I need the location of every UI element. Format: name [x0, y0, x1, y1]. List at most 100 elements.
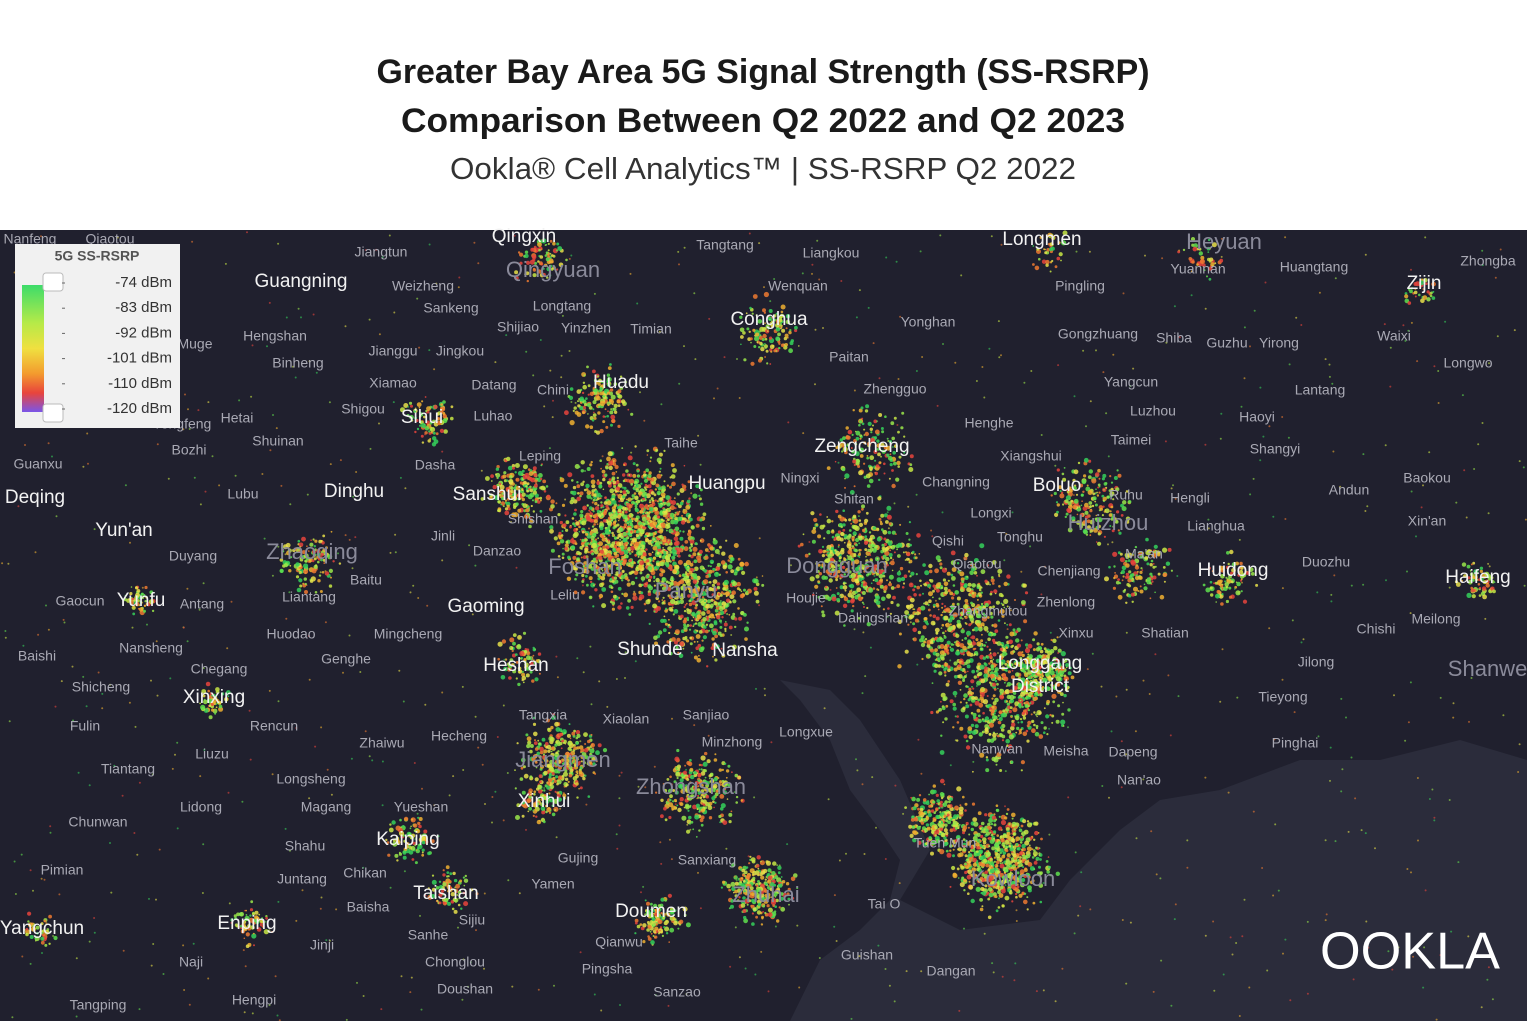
signal-dot [557, 513, 561, 517]
signal-dot [573, 566, 578, 571]
signal-dot [651, 540, 654, 544]
signal-dot [589, 518, 594, 523]
signal-dot [590, 535, 595, 540]
signal-dot [643, 602, 647, 606]
signal-dot [940, 700, 942, 703]
signal-dot [964, 615, 966, 618]
signal-dot [1027, 720, 1032, 725]
signal-dot [716, 586, 721, 590]
signal-dot [1002, 842, 1005, 845]
signal-dot [678, 574, 682, 578]
signal-dot [682, 530, 685, 533]
signal-dot [1061, 712, 1065, 716]
signal-dot [972, 640, 975, 642]
signal-dot [987, 637, 991, 642]
signal-dot [972, 687, 975, 690]
signal-dot [972, 817, 978, 822]
signal-dot [967, 726, 973, 731]
signal-dot [636, 469, 640, 473]
signal-dot [619, 538, 622, 541]
signal-dot [620, 535, 624, 539]
signal-dot [869, 547, 874, 552]
signal-dot [865, 555, 867, 558]
signal-dot [934, 663, 939, 668]
signal-dot [756, 855, 761, 860]
signal-dot [963, 889, 966, 892]
signal-dot [876, 588, 879, 591]
signal-dot [703, 625, 707, 629]
signal-dot [654, 527, 657, 530]
signal-dot [573, 512, 577, 516]
signal-dot [890, 560, 895, 566]
signal-dot [672, 581, 678, 586]
signal-dot [970, 723, 975, 728]
signal-dot [596, 509, 601, 514]
signal-dot [571, 731, 576, 736]
signal-dot [981, 905, 984, 908]
signal-dot [648, 520, 651, 523]
signal-dot [582, 776, 586, 781]
signal-dot [992, 638, 996, 643]
signal-dot [928, 563, 933, 569]
signal-dot [1021, 843, 1026, 849]
signal-dot [974, 606, 979, 611]
signal-dot [997, 652, 999, 654]
signal-dot [599, 484, 602, 488]
signal-dot [575, 741, 579, 745]
signal-dot [650, 544, 654, 547]
signal-dot [655, 568, 658, 571]
signal-dot [565, 520, 570, 525]
signal-dot [701, 591, 707, 596]
signal-dot [621, 592, 624, 596]
signal-dot [1032, 851, 1038, 857]
signal-dot [1030, 713, 1033, 716]
signal-dot [998, 717, 1003, 722]
signal-dot [967, 582, 972, 587]
signal-dot [593, 493, 597, 497]
signal-dot [666, 502, 671, 507]
signal-dot [627, 527, 631, 531]
signal-dot [592, 498, 596, 502]
signal-dot [582, 555, 587, 559]
signal-dot [1046, 733, 1049, 736]
signal-dot [619, 527, 624, 532]
signal-dot [572, 522, 576, 526]
signal-dot [947, 820, 951, 825]
signal-dot [722, 565, 727, 570]
signal-dot [963, 670, 967, 674]
signal-dot [957, 822, 959, 825]
signal-dot [961, 627, 964, 630]
signal-dot [993, 632, 997, 636]
signal-dot [687, 576, 690, 578]
signal-dot [663, 583, 668, 588]
signal-dot [909, 575, 912, 578]
signal-dot [926, 656, 929, 659]
signal-dot [1006, 605, 1009, 608]
signal-dot [863, 606, 865, 608]
signal-dot [613, 552, 617, 555]
signal-dot [964, 599, 969, 603]
signal-dot [843, 596, 849, 602]
signal-dot [966, 651, 972, 657]
signal-dot [691, 593, 696, 597]
signal-dot [652, 603, 658, 609]
signal-dot [648, 552, 652, 557]
signal-dot [689, 624, 692, 627]
signal-dot [652, 556, 656, 560]
signal-dot [914, 556, 918, 560]
signal-dot [851, 577, 856, 583]
signal-dot [840, 561, 844, 566]
signal-dot [701, 611, 706, 616]
signal-dot [973, 626, 979, 632]
signal-dot [904, 559, 907, 561]
signal-dot [892, 558, 895, 561]
signal-dot [817, 563, 821, 567]
signal-dot [731, 590, 736, 595]
signal-dot [934, 825, 938, 829]
signal-dot [586, 504, 589, 507]
signal-dot [578, 787, 580, 790]
signal-dot [687, 585, 693, 591]
signal-dot [621, 510, 625, 514]
signal-dot [614, 537, 617, 540]
